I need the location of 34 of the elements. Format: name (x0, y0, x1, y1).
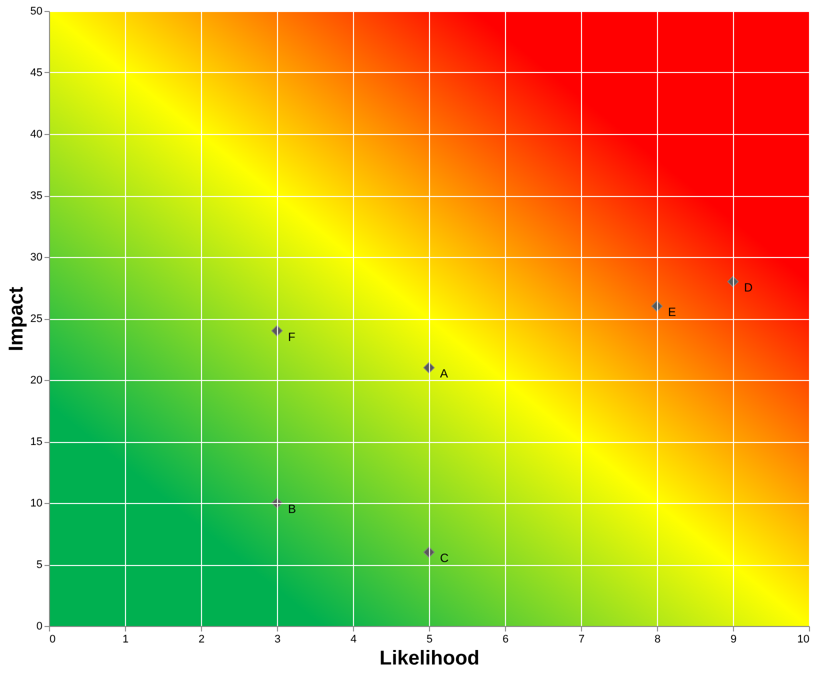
y-tick-label: 25 (30, 313, 42, 325)
y-tick-label: 10 (30, 498, 42, 510)
y-tick-label: 35 (30, 190, 42, 202)
x-tick-label: 7 (578, 634, 585, 646)
y-tick-label: 50 (30, 6, 42, 18)
x-tick-label: 2 (198, 634, 205, 646)
x-tick-label: 8 (654, 634, 661, 646)
y-tick-label: 45 (30, 67, 42, 79)
x-tick-label: 6 (502, 634, 509, 646)
annotation: B (288, 502, 296, 516)
x-tick-label: 10 (797, 634, 810, 646)
y-tick-label: 30 (30, 252, 42, 264)
point (423, 546, 435, 558)
annotation: A (440, 366, 448, 381)
y-tick-label: 5 (36, 559, 42, 571)
x-axis-title: Likelihood (380, 648, 480, 670)
point (271, 325, 283, 336)
point (651, 300, 663, 312)
x-tick-label: 9 (730, 634, 737, 646)
x-tick-label: 1 (122, 634, 129, 646)
y-tick-label: 0 (36, 620, 42, 632)
point (423, 362, 435, 374)
annotation: C (440, 551, 449, 566)
annotation: D (744, 280, 753, 295)
annotation: F (288, 330, 296, 344)
x-tick-label: 5 (426, 634, 433, 646)
x-tick-label: 4 (350, 634, 357, 646)
y-tick-label: 20 (30, 374, 42, 386)
x-tick-label: 3 (274, 634, 281, 646)
y-axis-title: Impact (5, 286, 28, 352)
x-tick-label: 0 (50, 634, 56, 646)
annotation: E (668, 305, 676, 320)
y-tick-label: 40 (30, 128, 42, 140)
y-tick-label: 15 (30, 436, 42, 448)
